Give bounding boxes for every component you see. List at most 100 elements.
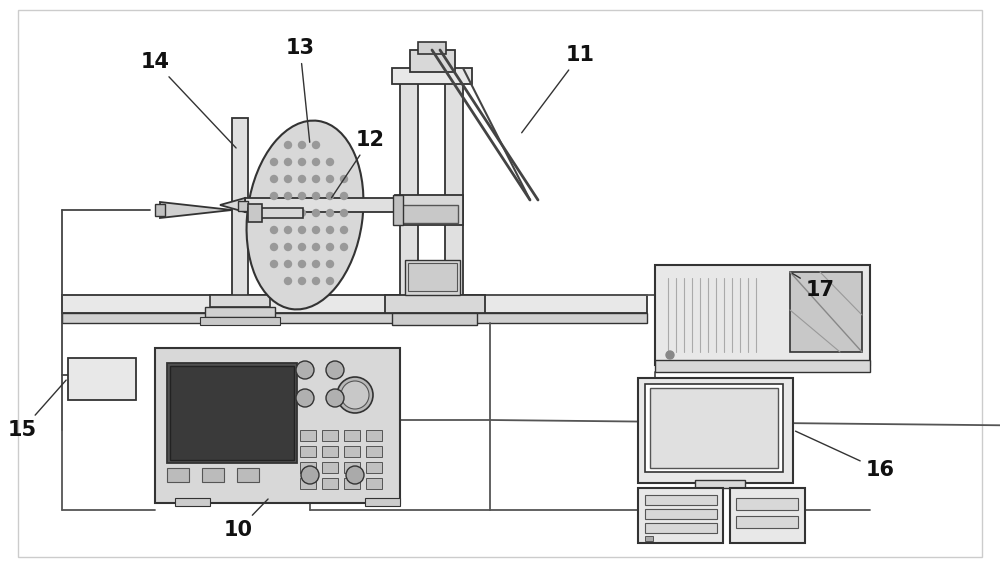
Circle shape	[285, 243, 292, 251]
Circle shape	[285, 226, 292, 234]
Bar	[650, 388, 778, 468]
Bar	[322, 462, 338, 473]
Bar	[418, 42, 446, 54]
Text: 17: 17	[792, 273, 834, 300]
Circle shape	[298, 226, 306, 234]
Bar	[344, 478, 360, 489]
Circle shape	[346, 466, 364, 484]
Circle shape	[326, 159, 334, 166]
Bar	[167, 468, 189, 482]
Polygon shape	[220, 198, 245, 212]
Bar	[322, 478, 338, 489]
Bar	[170, 366, 294, 460]
Bar	[62, 313, 647, 323]
Circle shape	[270, 193, 278, 200]
Bar	[410, 50, 455, 72]
Circle shape	[312, 260, 320, 268]
Bar	[322, 430, 338, 441]
Bar	[232, 118, 248, 303]
Bar	[167, 363, 297, 463]
Bar	[695, 480, 745, 488]
Bar	[366, 446, 382, 457]
Bar	[366, 462, 382, 473]
Circle shape	[270, 209, 278, 217]
Circle shape	[340, 226, 348, 234]
Bar	[155, 348, 400, 503]
Bar	[645, 523, 717, 533]
Circle shape	[312, 193, 320, 200]
Circle shape	[270, 226, 278, 234]
Bar	[210, 295, 270, 307]
Circle shape	[298, 209, 306, 217]
Bar	[392, 313, 477, 325]
Circle shape	[312, 226, 320, 234]
Circle shape	[326, 277, 334, 285]
Bar	[736, 516, 798, 528]
Bar	[300, 462, 316, 473]
Circle shape	[270, 159, 278, 166]
Circle shape	[312, 277, 320, 285]
Bar	[344, 462, 360, 473]
Circle shape	[296, 361, 314, 379]
Bar	[645, 384, 783, 472]
Bar	[655, 265, 870, 365]
Circle shape	[285, 142, 292, 149]
Text: 14: 14	[140, 52, 236, 148]
Bar	[205, 307, 275, 317]
Circle shape	[285, 193, 292, 200]
Bar	[645, 509, 717, 519]
Bar	[645, 495, 717, 505]
Bar	[300, 446, 316, 457]
Circle shape	[296, 389, 314, 407]
Bar	[300, 430, 316, 441]
Circle shape	[256, 209, 264, 217]
Circle shape	[312, 176, 320, 183]
Circle shape	[326, 260, 334, 268]
Bar	[366, 430, 382, 441]
Bar	[400, 205, 458, 223]
Bar	[655, 360, 870, 372]
Circle shape	[326, 243, 334, 251]
Bar	[344, 430, 360, 441]
Circle shape	[298, 159, 306, 166]
Circle shape	[340, 193, 348, 200]
Bar	[392, 68, 472, 84]
Text: 12: 12	[332, 130, 384, 198]
Bar	[638, 378, 793, 483]
Circle shape	[270, 243, 278, 251]
Circle shape	[340, 176, 348, 183]
Circle shape	[285, 159, 292, 166]
Bar	[248, 208, 303, 218]
Circle shape	[312, 142, 320, 149]
Circle shape	[326, 389, 344, 407]
Circle shape	[326, 209, 334, 217]
Bar	[365, 498, 400, 506]
Ellipse shape	[247, 121, 363, 310]
Bar	[237, 468, 259, 482]
Bar	[344, 446, 360, 457]
Bar	[393, 195, 403, 225]
Circle shape	[298, 277, 306, 285]
Circle shape	[340, 243, 348, 251]
Bar	[730, 488, 805, 543]
Circle shape	[326, 361, 344, 379]
Bar	[322, 446, 338, 457]
Circle shape	[270, 176, 278, 183]
Text: 11: 11	[522, 45, 594, 133]
Bar	[68, 358, 136, 400]
Bar	[395, 195, 463, 225]
Circle shape	[340, 209, 348, 217]
Bar	[248, 204, 262, 222]
Bar	[385, 295, 485, 313]
Bar	[300, 478, 316, 489]
Circle shape	[298, 142, 306, 149]
Circle shape	[326, 176, 334, 183]
Circle shape	[312, 159, 320, 166]
Circle shape	[312, 243, 320, 251]
Circle shape	[341, 381, 369, 409]
Circle shape	[285, 176, 292, 183]
Bar	[645, 536, 653, 541]
Bar	[175, 498, 210, 506]
Bar	[638, 488, 723, 543]
Polygon shape	[160, 202, 232, 218]
